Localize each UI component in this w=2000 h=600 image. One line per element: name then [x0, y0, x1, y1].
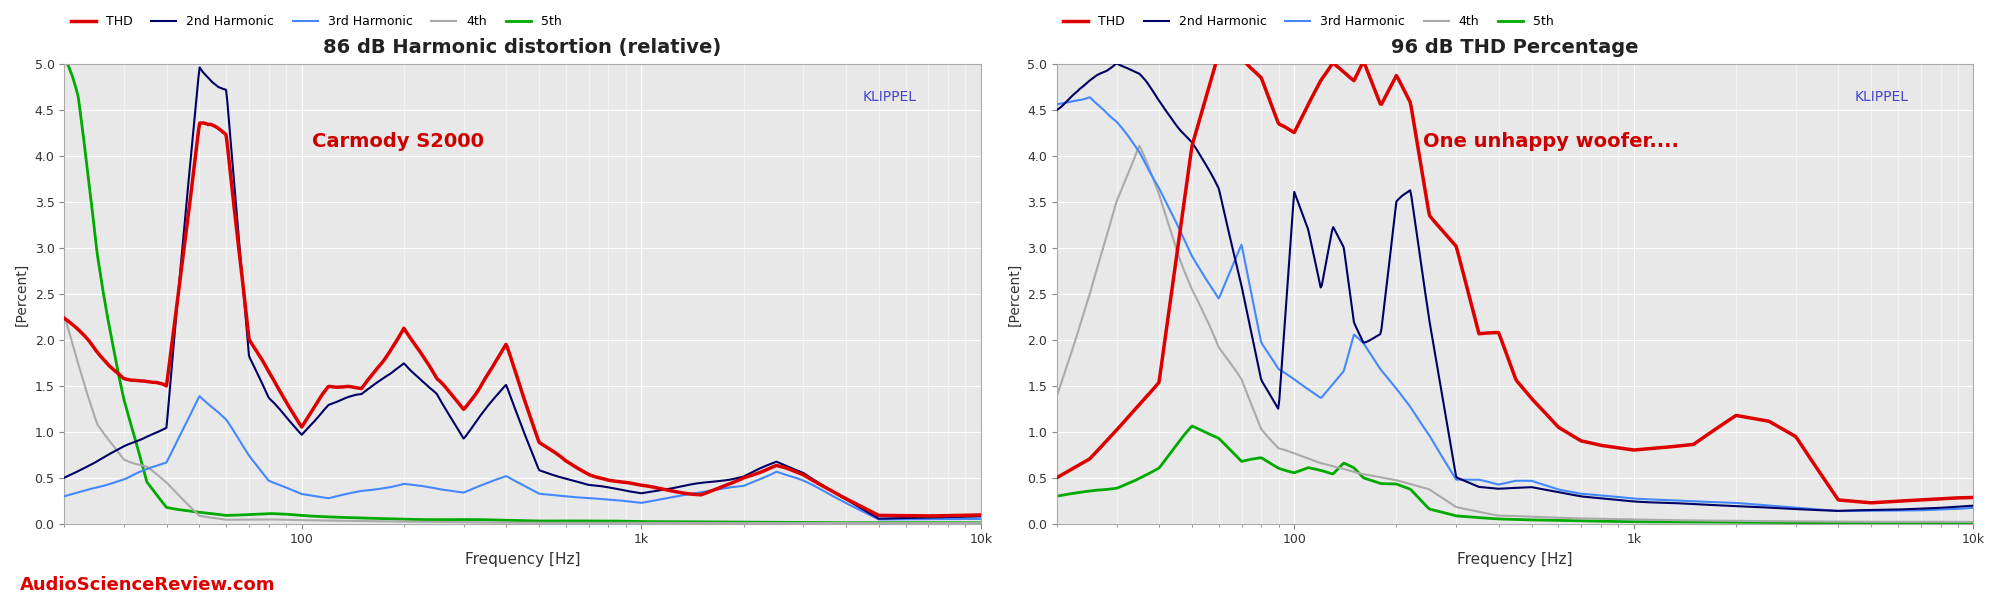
Legend: THD, 2nd Harmonic, 3rd Harmonic, 4th, 5th: THD, 2nd Harmonic, 3rd Harmonic, 4th, 5t… — [70, 15, 562, 28]
Text: KLIPPEL: KLIPPEL — [862, 90, 916, 104]
Title: 86 dB Harmonic distortion (relative): 86 dB Harmonic distortion (relative) — [324, 38, 722, 57]
Text: AudioScienceReview.com: AudioScienceReview.com — [20, 576, 276, 594]
Y-axis label: [Percent]: [Percent] — [14, 262, 28, 326]
Text: Carmody S2000: Carmody S2000 — [312, 132, 484, 151]
X-axis label: Frequency [Hz]: Frequency [Hz] — [464, 552, 580, 567]
Y-axis label: [Percent]: [Percent] — [1008, 262, 1022, 326]
Text: KLIPPEL: KLIPPEL — [1854, 90, 1908, 104]
Title: 96 dB THD Percentage: 96 dB THD Percentage — [1392, 38, 1638, 57]
Text: One unhappy woofer....: One unhappy woofer.... — [1424, 132, 1680, 151]
X-axis label: Frequency [Hz]: Frequency [Hz] — [1458, 552, 1572, 567]
Legend: THD, 2nd Harmonic, 3rd Harmonic, 4th, 5th: THD, 2nd Harmonic, 3rd Harmonic, 4th, 5t… — [1064, 15, 1554, 28]
